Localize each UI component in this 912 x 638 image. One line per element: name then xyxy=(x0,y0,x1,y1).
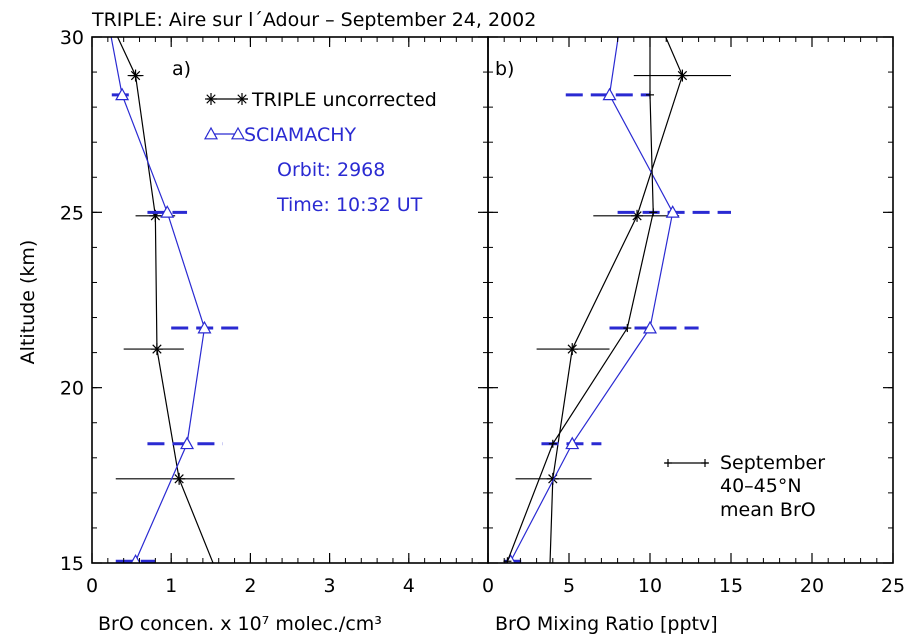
panel-a-series-0-point-2-stroke xyxy=(152,344,162,354)
legend-orbit-note: Orbit: 2968 xyxy=(277,159,385,181)
panel-b: b) BrO Mixing Ratio [pptv] September 40–… xyxy=(482,36,905,635)
legend-september: September xyxy=(720,452,825,474)
panel-b-series-1-point-2 xyxy=(642,320,658,334)
panel-a-series-1-point-3 xyxy=(180,436,195,450)
x-tick-label: 4 xyxy=(403,575,415,597)
panel-a-series-0-point-2 xyxy=(150,343,163,356)
panel-a-series-0-point-0 xyxy=(129,69,142,82)
panel-b-series-0-point-0-stroke xyxy=(677,70,688,81)
x-tick-label: 0 xyxy=(86,575,98,597)
legend-sciamachy: SCIAMACHY xyxy=(244,124,357,146)
panel-b-x-axis-label: BrO Mixing Ratio [pptv] xyxy=(495,613,718,635)
panel-b-series-0-point-1-stroke xyxy=(632,211,642,221)
panel-a-label: a) xyxy=(172,58,191,80)
panel-b-series-2-point-4 xyxy=(503,557,512,563)
legend-latitude: 40–45°N xyxy=(720,475,802,497)
y-tick-label: 15 xyxy=(60,553,84,575)
panel-b-series-2-line xyxy=(506,37,654,562)
x-tick-label: 20 xyxy=(800,575,824,597)
y-axis-label: Altitude (km) xyxy=(17,240,39,365)
x-tick-label: 15 xyxy=(719,575,743,597)
legend-asterisk-marker xyxy=(236,93,248,105)
x-tick-label: 1 xyxy=(165,575,177,597)
panel-a-series-1-line xyxy=(110,37,206,562)
panel-b-series-0-point-2-stroke xyxy=(567,344,577,354)
x-tick-label: 25 xyxy=(881,575,905,597)
legend-asterisk-marker-stroke xyxy=(237,94,247,104)
legend-asterisk-marker xyxy=(205,93,217,105)
panel-b-series-2-point-2 xyxy=(623,324,632,333)
panel-a-legend: TRIPLE uncorrected SCIAMACHY Orbit: 2968… xyxy=(203,89,437,216)
legend-plus-marker xyxy=(701,459,709,467)
panel-b-series-2-point-3 xyxy=(548,439,557,448)
panel-a-series-1-point-1 xyxy=(160,205,175,218)
panel-b-series-0-point-2 xyxy=(566,343,579,356)
panel-b-series-0-point-3 xyxy=(546,472,559,485)
panel-a-series-1-point-2 xyxy=(197,320,212,334)
panel-b-series-0-point-1 xyxy=(631,209,644,222)
plot-area xyxy=(110,37,239,563)
plot-area xyxy=(503,37,731,563)
x-tick-label: 10 xyxy=(638,575,662,597)
y-tick-label: 30 xyxy=(60,27,84,49)
panel-a-series-1-point-0 xyxy=(115,87,130,101)
panel-b-series-1-point-3 xyxy=(565,436,580,450)
panel-a-series-0-line xyxy=(116,37,214,563)
panel-b-series-1-point-1 xyxy=(665,205,680,218)
x-tick-label: 2 xyxy=(244,575,256,597)
panel-b-series-1-line xyxy=(510,37,674,562)
panel-b-series-2-point-1 xyxy=(649,208,658,217)
legend-triangle-marker xyxy=(230,126,246,140)
legend-triple-uncorrected: TRIPLE uncorrected xyxy=(251,89,437,111)
y-tick-label: 25 xyxy=(60,202,84,224)
legend-asterisk-marker-stroke xyxy=(206,94,216,104)
x-tick-label: 3 xyxy=(324,575,336,597)
x-tick-label: 0 xyxy=(482,575,494,597)
panel-a-series-0-point-0-stroke xyxy=(130,70,141,81)
plot-frame xyxy=(91,36,489,564)
panel-a-x-axis-label: BrO concen. x 10⁷ molec./cm³ xyxy=(98,613,382,635)
legend-time-note: Time: 10:32 UT xyxy=(276,194,423,216)
legend-plus-marker xyxy=(664,459,672,467)
figure-title: TRIPLE: Aire sur l´Adour – September 24,… xyxy=(91,9,536,31)
panel-b-legend: September 40–45°N mean BrO xyxy=(664,452,825,521)
panel-b-series-2-point-0 xyxy=(646,90,654,99)
panel-a: a) BrO concen. x 10⁷ molec./cm³ TRIPLE u… xyxy=(60,27,489,635)
panel-a-series-0-point-3-stroke xyxy=(174,474,184,484)
legend-triangle-marker xyxy=(203,126,219,140)
x-tick-label: 5 xyxy=(563,575,575,597)
panel-b-series-0-line xyxy=(549,37,684,563)
panel-a-series-0-point-3 xyxy=(173,472,186,485)
panel-b-label: b) xyxy=(495,58,514,80)
plot-frame xyxy=(487,36,894,564)
panel-b-series-0-point-0 xyxy=(676,69,689,82)
legend-mean-bro: mean BrO xyxy=(720,499,816,521)
y-tick-label: 20 xyxy=(60,378,84,400)
panel-b-series-1-point-0 xyxy=(602,87,617,101)
panel-a-series-1-point-4 xyxy=(130,554,141,563)
